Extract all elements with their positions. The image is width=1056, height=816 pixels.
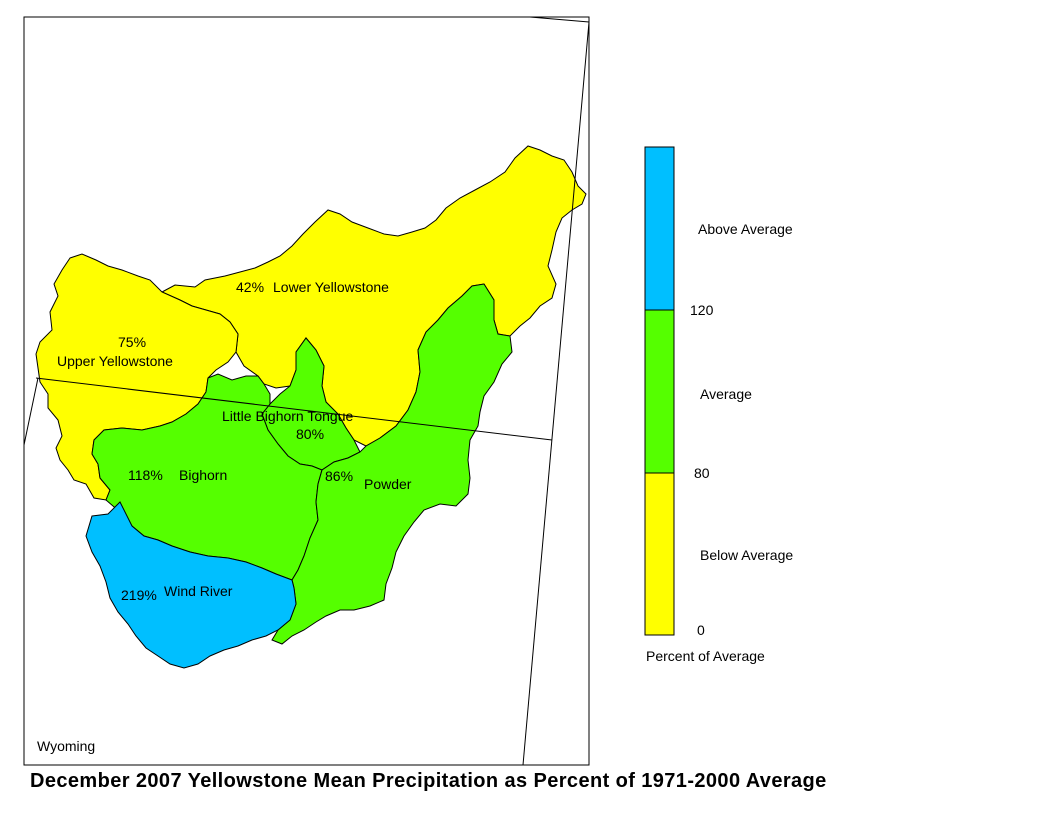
legend-tick-0: 0 [697, 622, 705, 638]
legend-tick-120: 120 [690, 302, 714, 318]
boundary-line-east [522, 21, 590, 766]
legend-label-below-average: Below Average [700, 547, 794, 563]
label-lower-yellowstone-percent: 42% [236, 279, 264, 295]
legend-swatch-above-average [644, 146, 675, 311]
label-little-bighorn-tongue-name: Little Bighorn Tongue [222, 408, 353, 424]
label-little-bighorn-tongue-percent: 80% [296, 426, 324, 442]
basin-powder[interactable] [271, 283, 513, 645]
state-boundary-montana-wyoming [35, 377, 553, 441]
label-wind-river-percent: 219% [121, 587, 157, 603]
label-powder-name: Powder [364, 476, 412, 492]
boundary-line-west [23, 377, 39, 446]
boundary-line-top [529, 16, 590, 23]
legend-swatch-average [644, 309, 675, 474]
legend-swatch-below-average [644, 472, 675, 636]
legend-label-above-average: Above Average [698, 221, 793, 237]
basin-wind-river[interactable] [85, 501, 297, 669]
state-label-wyoming: Wyoming [37, 738, 95, 754]
label-powder-percent: 86% [325, 468, 353, 484]
label-wind-river-name: Wind River [164, 583, 233, 599]
label-upper-yellowstone-name: Upper Yellowstone [57, 353, 173, 369]
label-upper-yellowstone-percent: 75% [118, 334, 146, 350]
label-bighorn-name: Bighorn [179, 467, 227, 483]
legend-title: Percent of Average [646, 648, 765, 664]
page-title: December 2007 Yellowstone Mean Precipita… [30, 770, 827, 792]
legend-tick-80: 80 [694, 465, 710, 481]
label-bighorn-percent: 118% [128, 467, 163, 483]
label-lower-yellowstone-name: Lower Yellowstone [273, 279, 389, 295]
legend-label-average: Average [700, 386, 752, 402]
